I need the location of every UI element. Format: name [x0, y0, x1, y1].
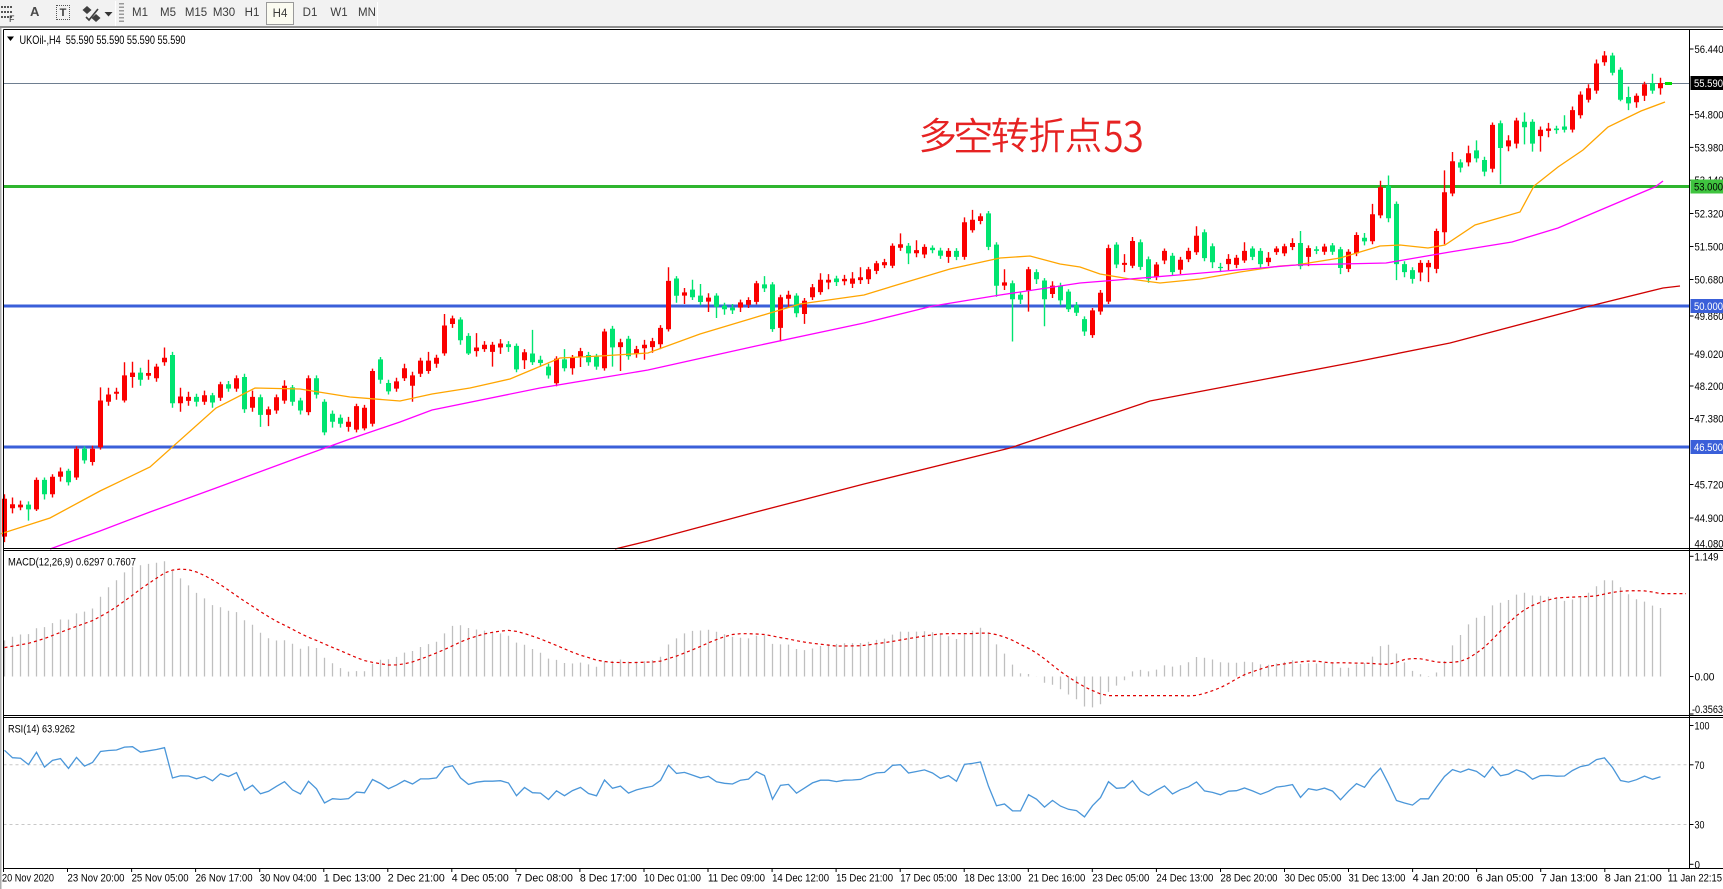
- svg-text:2 Dec 21:00: 2 Dec 21:00: [388, 873, 445, 885]
- svg-text:0.00: 0.00: [1695, 672, 1715, 684]
- svg-text:25 Nov 05:00: 25 Nov 05:00: [132, 873, 189, 885]
- svg-text:11 Dec 09:00: 11 Dec 09:00: [708, 873, 765, 885]
- svg-text:8 Jan 21:00: 8 Jan 21:00: [1605, 873, 1662, 885]
- svg-text:10 Dec 01:00: 10 Dec 01:00: [644, 873, 701, 885]
- svg-text:0: 0: [1695, 859, 1701, 871]
- svg-text:51.500: 51.500: [1695, 242, 1723, 254]
- svg-text:8 Dec 17:00: 8 Dec 17:00: [580, 873, 637, 885]
- svg-text:1.149: 1.149: [1695, 551, 1719, 563]
- svg-text:52.320: 52.320: [1695, 209, 1723, 221]
- svg-text:F: F: [9, 14, 15, 23]
- svg-text:44.080: 44.080: [1695, 539, 1723, 551]
- svg-text:30 Nov 04:00: 30 Nov 04:00: [260, 873, 317, 885]
- svg-text:7 Dec 08:00: 7 Dec 08:00: [516, 873, 573, 885]
- svg-text:28 Dec 20:00: 28 Dec 20:00: [1221, 873, 1278, 885]
- svg-text:4 Dec 05:00: 4 Dec 05:00: [452, 873, 509, 885]
- svg-text:1 Dec 13:00: 1 Dec 13:00: [324, 873, 381, 885]
- svg-text:7 Jan 13:00: 7 Jan 13:00: [1541, 873, 1598, 885]
- svg-text:50.000: 50.000: [1694, 301, 1723, 313]
- svg-text:23 Dec 05:00: 23 Dec 05:00: [1092, 873, 1149, 885]
- svg-text:50.680: 50.680: [1695, 275, 1723, 287]
- svg-text:6 Jan 05:00: 6 Jan 05:00: [1477, 873, 1534, 885]
- svg-text:54.800: 54.800: [1695, 110, 1723, 122]
- svg-text:RSI(14) 63.9262: RSI(14) 63.9262: [8, 724, 75, 736]
- svg-text:26 Nov 17:00: 26 Nov 17:00: [196, 873, 253, 885]
- svg-text:49.860: 49.860: [1695, 311, 1723, 323]
- svg-text:18 Dec 13:00: 18 Dec 13:00: [964, 873, 1021, 885]
- svg-text:11 Jan 22:15: 11 Jan 22:15: [1668, 873, 1722, 885]
- svg-text:45.720: 45.720: [1695, 480, 1723, 492]
- svg-text:23 Nov 20:00: 23 Nov 20:00: [68, 873, 125, 885]
- svg-text:44.900: 44.900: [1695, 513, 1723, 525]
- svg-text:49.020: 49.020: [1695, 349, 1723, 361]
- svg-text:47.380: 47.380: [1695, 414, 1723, 426]
- svg-text:100: 100: [1695, 721, 1710, 733]
- svg-text:21 Dec 16:00: 21 Dec 16:00: [1028, 873, 1085, 885]
- svg-text:56.440: 56.440: [1695, 44, 1723, 56]
- svg-text:4 Jan 20:00: 4 Jan 20:00: [1413, 873, 1470, 885]
- svg-text:14 Dec 12:00: 14 Dec 12:00: [772, 873, 829, 885]
- svg-text:70: 70: [1695, 760, 1705, 772]
- svg-text:-0.3563: -0.3563: [1692, 704, 1723, 716]
- svg-text:17 Dec 05:00: 17 Dec 05:00: [900, 873, 957, 885]
- svg-text:20 Nov 2020: 20 Nov 2020: [2, 873, 54, 885]
- svg-text:46.500: 46.500: [1694, 442, 1723, 454]
- svg-text:24 Dec 13:00: 24 Dec 13:00: [1156, 873, 1213, 885]
- svg-text:UKOil-,H4 55.590 55.590 55.59: UKOil-,H4 55.590 55.590 55.590 55.590: [20, 33, 186, 47]
- svg-text:53.000: 53.000: [1694, 182, 1723, 194]
- svg-text:48.200: 48.200: [1695, 381, 1723, 393]
- svg-text:55.590: 55.590: [1694, 78, 1723, 90]
- svg-text:MACD(12,26,9) 0.6297 0.7607: MACD(12,26,9) 0.6297 0.7607: [8, 557, 136, 569]
- svg-text:31 Dec 13:00: 31 Dec 13:00: [1349, 873, 1406, 885]
- svg-text:15 Dec 21:00: 15 Dec 21:00: [836, 873, 893, 885]
- svg-text:30: 30: [1695, 820, 1705, 832]
- svg-text:30 Dec 05:00: 30 Dec 05:00: [1285, 873, 1342, 885]
- svg-text:53.980: 53.980: [1695, 142, 1723, 154]
